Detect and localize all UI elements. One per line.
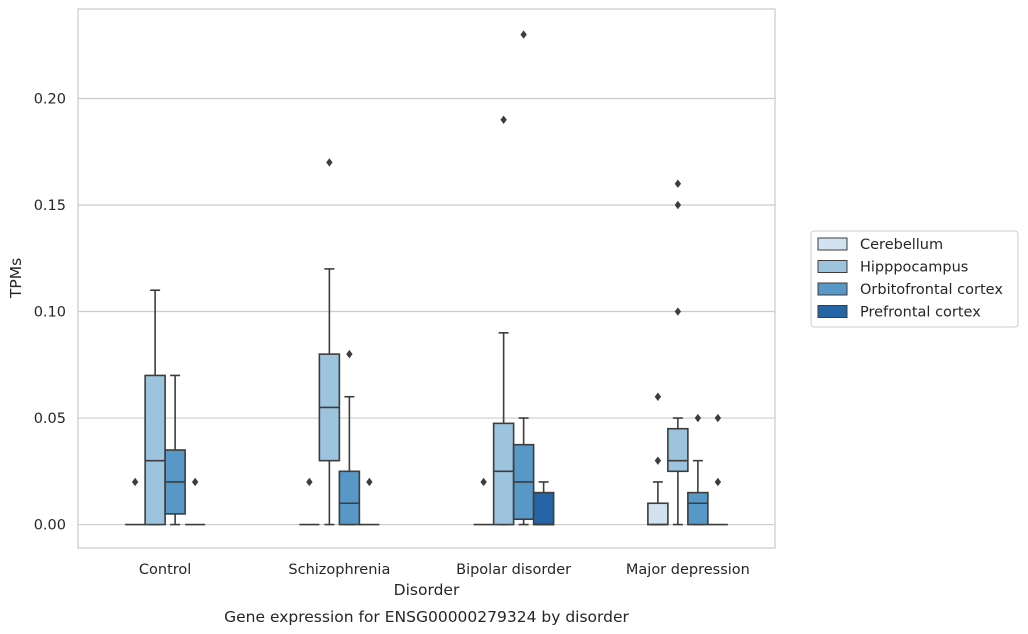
- y-tick-label: 0.20: [34, 91, 66, 107]
- series-hipppocampus: [144, 115, 689, 526]
- y-tick-label: 0.15: [34, 198, 66, 214]
- y-tick-label: 0.00: [34, 518, 66, 534]
- legend-label: Prefrontal cortex: [860, 305, 981, 321]
- outlier-point: [480, 477, 487, 487]
- x-tick-label: Major depression: [626, 562, 750, 578]
- box-group: [185, 477, 206, 526]
- legend-label: Cerebellum: [860, 237, 943, 253]
- box-group: [667, 179, 689, 526]
- outlier-point: [714, 477, 722, 487]
- legend-swatch: [817, 305, 848, 318]
- series-prefrontal-cortex: [185, 413, 728, 526]
- outlier-point: [326, 158, 333, 167]
- outlier-point: [654, 456, 662, 465]
- x-tick-label: Bipolar disorder: [456, 562, 571, 578]
- box-iqr: [667, 427, 689, 473]
- box-group: [532, 481, 555, 526]
- box-group: [359, 477, 380, 526]
- legend-label: Orbitofrontal cortex: [860, 282, 1003, 298]
- box-iqr: [144, 374, 166, 526]
- outlier-point: [674, 179, 682, 188]
- outlier-point: [520, 30, 527, 39]
- legend-swatch: [817, 282, 848, 296]
- outlier-point: [346, 349, 353, 359]
- legend-label: Hipppocampus: [860, 260, 968, 276]
- box-iqr: [687, 491, 709, 526]
- figure-caption: Gene expression for ENSG00000279324 by d…: [224, 608, 629, 626]
- legend-frame: [810, 230, 1019, 328]
- box-group: [125, 477, 146, 526]
- box-group: [512, 30, 535, 526]
- plot-area-frame: [77, 8, 776, 549]
- box-group: [492, 115, 515, 526]
- box-group: [687, 413, 709, 526]
- box-iqr: [532, 491, 555, 526]
- outlier-point: [674, 307, 682, 316]
- series-orbitofrontal-cortex: [164, 30, 709, 526]
- box-group: [144, 289, 166, 526]
- outlier-point: [366, 477, 373, 487]
- x-tick-label: Schizophrenia: [288, 562, 390, 578]
- box-group: [299, 477, 320, 526]
- outlier-point: [674, 200, 682, 210]
- outlier-point: [694, 413, 702, 423]
- outlier-point: [191, 477, 199, 487]
- box-group: [338, 349, 361, 526]
- y-axis-ticks: 0.00 0.05 0.10 0.15 0.20: [34, 91, 66, 533]
- series-cerebellum: [125, 392, 669, 526]
- box-group: [707, 413, 728, 526]
- y-tick-label: 0.10: [34, 305, 66, 321]
- box-group: [318, 158, 341, 526]
- outlier-point: [500, 115, 507, 124]
- outlier-point: [654, 392, 662, 401]
- box-group: [164, 374, 186, 526]
- x-tick-label: Control: [139, 562, 191, 578]
- legend-swatch: [817, 260, 848, 273]
- legend-swatch: [817, 237, 848, 251]
- box-iqr: [647, 502, 669, 526]
- box-iqr: [492, 422, 515, 526]
- outlier-point: [131, 477, 139, 487]
- legend: Cerebellum Hipppocampus Orbitofrontal cort…: [810, 230, 1019, 328]
- outlier-point: [714, 413, 722, 423]
- x-axis-ticks: Control Schizophrenia Bipolar disorder Majo…: [139, 562, 750, 578]
- y-tick-label: 0.05: [34, 411, 66, 427]
- box-group: [647, 392, 669, 526]
- x-axis-title: Disorder: [394, 581, 460, 599]
- outlier-point: [306, 477, 313, 487]
- y-axis-title: TPMs: [7, 258, 25, 299]
- box-group: [473, 477, 494, 526]
- box-series-layer: [125, 30, 728, 526]
- box-iqr: [338, 470, 361, 526]
